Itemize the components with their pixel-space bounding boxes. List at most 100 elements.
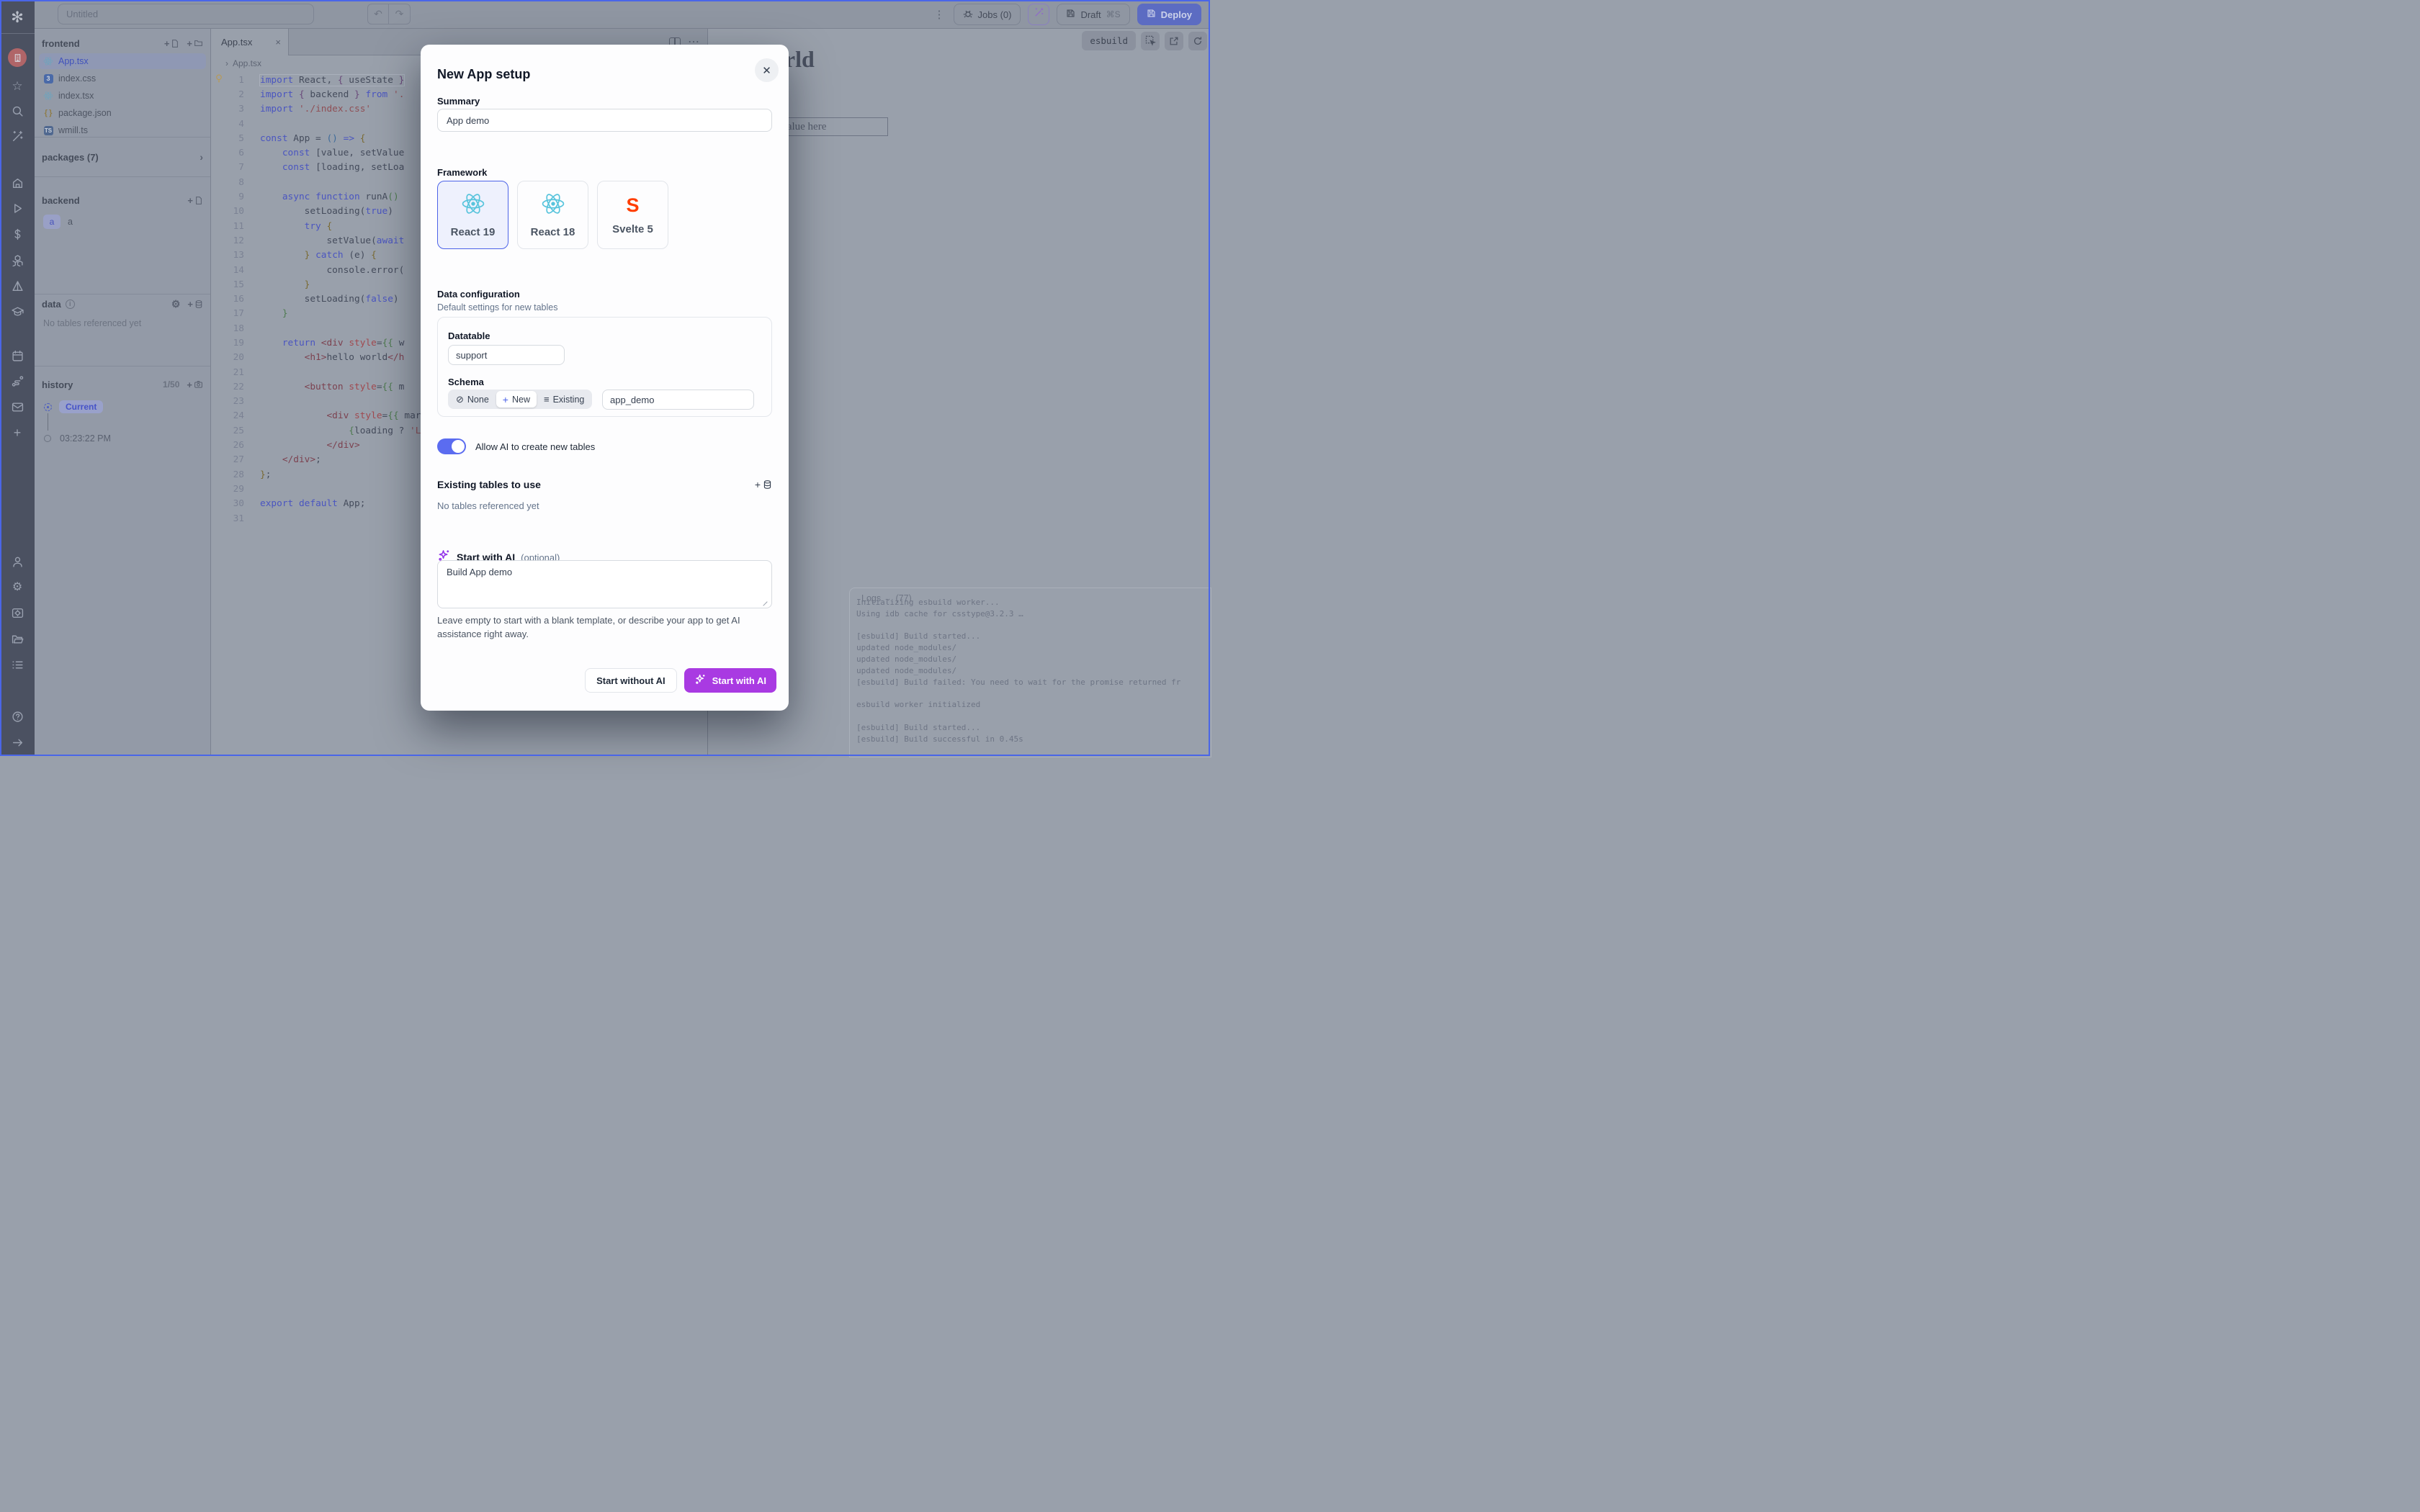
- tab-app-tsx[interactable]: App.tsx ×: [211, 29, 289, 55]
- code-line-8[interactable]: 8: [238, 176, 244, 188]
- start-without-ai-button[interactable]: Start without AI: [585, 668, 677, 693]
- add-existing-table-button[interactable]: +: [755, 479, 772, 490]
- code-line-30[interactable]: 30 export default App;: [233, 498, 366, 510]
- code-line-26[interactable]: 26 </div>: [233, 440, 360, 451]
- code-line-19[interactable]: 19 return <div style={{ w: [233, 337, 405, 348]
- code-line-12[interactable]: 12 setValue(await: [233, 235, 405, 246]
- code-line-28[interactable]: 28};: [233, 469, 272, 480]
- history-snapshot-row[interactable]: 03:23:22 PM: [44, 433, 210, 444]
- ai-prompt-textarea[interactable]: Build App demo: [437, 560, 772, 608]
- logs-header[interactable]: Logs ⌄ (77): [850, 588, 1211, 603]
- schedule-calendar-icon[interactable]: [0, 347, 35, 364]
- file-row-app-tsx[interactable]: App.tsx: [39, 53, 206, 69]
- code-line-4[interactable]: 4: [238, 118, 244, 130]
- redo-button[interactable]: ↷: [389, 4, 411, 24]
- folders-icon[interactable]: [0, 630, 35, 647]
- logs-output[interactable]: Initializing esbuild worker... Using idb…: [856, 598, 1181, 744]
- ai-wand-button[interactable]: [1028, 4, 1050, 25]
- add-snapshot-button[interactable]: +: [187, 379, 203, 390]
- prism-icon[interactable]: [0, 277, 35, 294]
- workers-icon[interactable]: [0, 604, 35, 621]
- code-line-20[interactable]: 20 <h1>hello world</h: [233, 352, 405, 364]
- settings-gear-icon[interactable]: ⚙: [12, 581, 23, 593]
- code-line-23[interactable]: 23: [233, 396, 244, 408]
- code-line-1[interactable]: 1 import React, { useState }: [211, 73, 707, 87]
- workspace-avatar[interactable]: [0, 48, 35, 67]
- datatable-input[interactable]: [448, 345, 565, 365]
- schema-name-input[interactable]: [602, 390, 754, 410]
- file-row-wmill-ts[interactable]: TS wmill.ts: [39, 122, 206, 138]
- history-current-row[interactable]: Current: [44, 400, 210, 413]
- refresh-icon[interactable]: [1188, 31, 1207, 50]
- code-line-31[interactable]: 31: [233, 513, 244, 524]
- esbuild-badge[interactable]: esbuild: [1082, 31, 1136, 50]
- resources-list-icon[interactable]: [0, 656, 35, 673]
- code-line-5[interactable]: 5 const App = () => {: [238, 132, 366, 144]
- backend-item-a[interactable]: a a: [43, 215, 210, 229]
- help-icon[interactable]: [0, 708, 35, 725]
- code-line-18[interactable]: 18: [233, 323, 244, 334]
- plus-icon[interactable]: +: [13, 426, 22, 440]
- code-line-6[interactable]: 6 const [value, setValue: [238, 148, 405, 159]
- add-datatable-button[interactable]: +: [187, 299, 203, 310]
- file-row-index-css[interactable]: 3 index.css: [39, 71, 206, 86]
- star-icon[interactable]: ☆: [12, 78, 23, 93]
- runs-play-icon[interactable]: [0, 199, 35, 217]
- framework-card-react-18[interactable]: React 18: [517, 181, 588, 249]
- code-line-3[interactable]: 3 import './index.css': [238, 104, 372, 115]
- code-line-14[interactable]: 14 console.error(: [233, 264, 405, 276]
- code-line-27[interactable]: 27 </div>;: [233, 454, 321, 466]
- magic-wand-icon[interactable]: [0, 127, 35, 145]
- deploy-button[interactable]: Deploy: [1137, 4, 1201, 25]
- code-line-16[interactable]: 16 setLoading(false): [233, 294, 399, 305]
- select-element-icon[interactable]: [1141, 31, 1160, 50]
- code-line-21[interactable]: 21: [233, 366, 244, 378]
- schema-option-none[interactable]: ⊘ None: [449, 391, 496, 408]
- jobs-button[interactable]: Jobs (0): [953, 4, 1021, 25]
- open-external-icon[interactable]: [1165, 31, 1183, 50]
- code-line-17[interactable]: 17 }: [233, 308, 288, 320]
- code-line-7[interactable]: 7 const [loading, setLoa: [238, 162, 405, 174]
- draft-button[interactable]: Draft ⌘S: [1057, 4, 1130, 25]
- schema-option-existing[interactable]: ≡ Existing: [537, 391, 591, 408]
- graduation-cap-icon[interactable]: [0, 302, 35, 320]
- app-title-input[interactable]: [58, 4, 314, 24]
- code-line-11[interactable]: 11 try {: [233, 220, 333, 232]
- undo-button[interactable]: ↶: [367, 4, 389, 24]
- dollar-icon[interactable]: [0, 225, 35, 243]
- collapse-arrow-icon[interactable]: [0, 734, 35, 751]
- code-line-22[interactable]: 22 <button style={{ m: [233, 381, 405, 392]
- summary-input[interactable]: [437, 109, 772, 132]
- data-settings-gear-icon[interactable]: ⚙: [171, 297, 181, 310]
- file-row-index-tsx[interactable]: index.tsx: [39, 88, 206, 104]
- framework-card-react-19[interactable]: React 19: [437, 181, 508, 249]
- start-with-ai-button[interactable]: Start with AI: [684, 668, 776, 693]
- home-icon[interactable]: [0, 174, 35, 192]
- backend-add-file-button[interactable]: +: [187, 195, 203, 206]
- close-modal-button[interactable]: ✕: [755, 58, 779, 82]
- add-folder-button[interactable]: +: [187, 38, 203, 49]
- code-line-29[interactable]: 29: [233, 483, 244, 495]
- allow-ai-toggle[interactable]: [437, 438, 466, 454]
- code-lines[interactable]: 1 import React, { useState } 2 import { bac…: [211, 73, 707, 756]
- packages-section[interactable]: packages (7) ›: [35, 148, 210, 166]
- code-line-25[interactable]: 25 {loading ? 'Lo: [233, 425, 427, 436]
- apps-cubes-icon[interactable]: [0, 251, 35, 269]
- mail-icon[interactable]: [0, 398, 35, 415]
- framework-card-svelte-5[interactable]: S Svelte 5: [597, 181, 668, 249]
- code-line-13[interactable]: 13 } catch (e) {: [233, 250, 377, 261]
- schema-option-new[interactable]: + New: [496, 391, 537, 408]
- breadcrumb[interactable]: › App.tsx: [211, 55, 707, 71]
- add-file-button[interactable]: +: [164, 38, 180, 49]
- search-icon[interactable]: [0, 102, 35, 120]
- code-line-9[interactable]: 9 async function runA(): [238, 192, 399, 203]
- code-line-15[interactable]: 15 }: [233, 279, 310, 290]
- more-menu-icon[interactable]: ⋮: [933, 9, 945, 21]
- user-icon[interactable]: [0, 553, 35, 570]
- file-row-package-json[interactable]: { } package.json: [39, 105, 206, 121]
- code-line-10[interactable]: 10 setLoading(true): [233, 206, 393, 217]
- code-line-2[interactable]: 2 import { backend } from '.: [238, 89, 405, 100]
- close-tab-icon[interactable]: ×: [275, 37, 281, 48]
- flows-route-icon[interactable]: [0, 372, 35, 390]
- lightbulb-icon[interactable]: [215, 73, 223, 86]
